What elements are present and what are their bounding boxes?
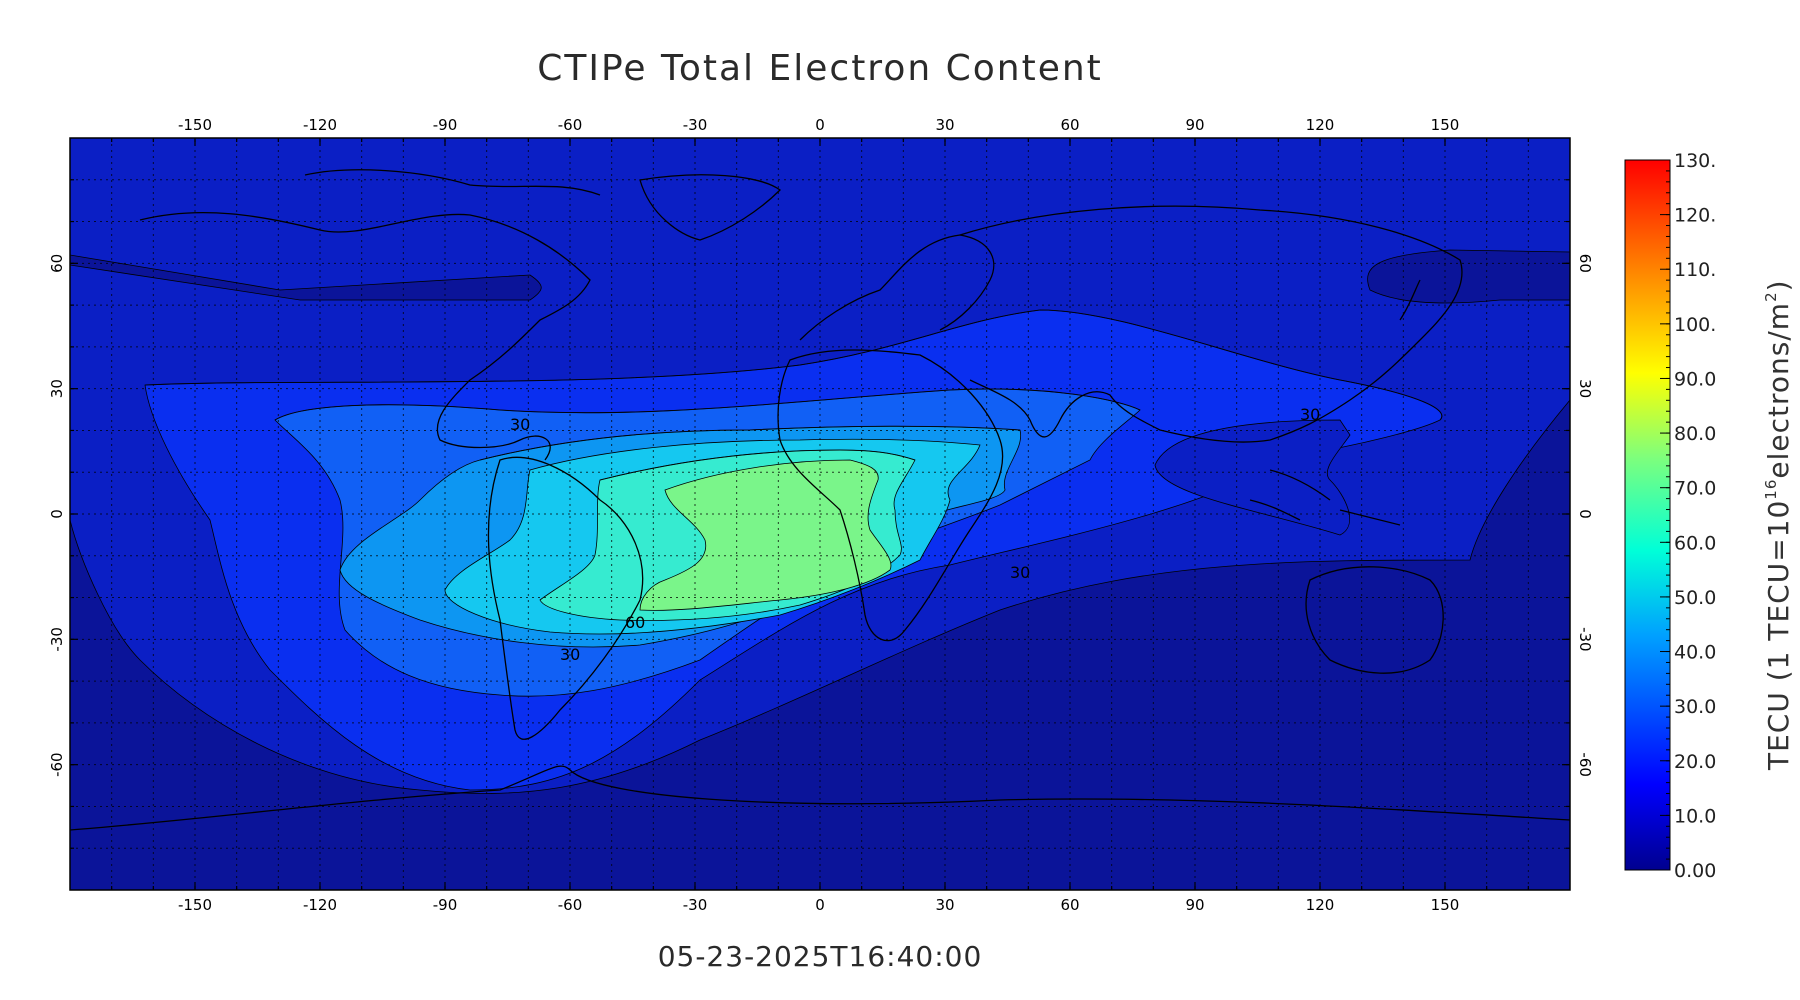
colorbar-tick-label: 50.0 — [1674, 587, 1716, 609]
lon-tick-label-bottom: -120 — [303, 896, 337, 914]
coastlines — [70, 169, 1570, 831]
lat-tick-label-right: 0 — [1576, 509, 1594, 519]
timestamp: 05-23-2025T16:40:00 — [657, 940, 983, 973]
lat-tick-label-left: -60 — [48, 752, 66, 777]
lat-tick-label-right: 30 — [1576, 379, 1594, 398]
colorbar-tick-label: 70.0 — [1674, 478, 1716, 500]
lat-tick-label-left: -30 — [48, 627, 66, 652]
lon-tick-label-bottom: 30 — [935, 896, 954, 914]
colorbar-tick-label: 20.0 — [1674, 751, 1716, 773]
colorbar-tick-label: 40.0 — [1674, 642, 1716, 664]
lon-tick-label-bottom: 150 — [1431, 896, 1460, 914]
contour-label-30-carib: 30 — [510, 415, 530, 434]
lon-tick-label-bottom: 90 — [1185, 896, 1204, 914]
contour-label-30-af: 30 — [1010, 563, 1030, 582]
lon-tick-label-bottom: 60 — [1060, 896, 1079, 914]
axis-ticks — [70, 138, 1570, 890]
colorbar-tick-label: 120. — [1674, 205, 1716, 227]
lon-tick-label-bottom: -90 — [433, 896, 458, 914]
colorbar-tick-label: 80.0 — [1674, 423, 1716, 445]
axis-tick-labels: -150 -150 -120 -120 -90 -90 -60 -60 -30 -30 0 0 30 30… — [48, 116, 1594, 914]
lon-tick-label-top: -150 — [178, 116, 212, 134]
lon-tick-label-bottom: -60 — [558, 896, 583, 914]
lon-tick-label-top: -120 — [303, 116, 337, 134]
colorbar-tick-label: 100. — [1674, 314, 1716, 336]
lat-tick-label-left: 0 — [48, 509, 66, 519]
lon-tick-label-top: -30 — [683, 116, 708, 134]
graticule — [70, 138, 1570, 890]
colorbar-tick-label: 30.0 — [1674, 696, 1716, 718]
colorbar-tick-labels: 130. 120. 110. 100. 90.0 80.0 70.0 60.0 50.0 40.0… — [1674, 150, 1716, 882]
lon-tick-label-top: 0 — [815, 116, 825, 134]
map-plot-area: 60 30 30 30 30 — [70, 138, 1570, 890]
colorbar-tick-label: 110. — [1674, 259, 1716, 281]
lon-tick-label-bottom: 120 — [1306, 896, 1335, 914]
contour-label-30-sa: 30 — [560, 645, 580, 664]
lon-tick-label-bottom: -150 — [178, 896, 212, 914]
colorbar-tick-label: 10.0 — [1674, 805, 1716, 827]
colorbar-tick-label: 60.0 — [1674, 532, 1716, 554]
colorbar-tick-label: 130. — [1674, 150, 1716, 172]
colorbar-tick-label: 90.0 — [1674, 368, 1716, 390]
colorbar-tick-label: 0.00 — [1674, 860, 1716, 882]
contour-label-30-asia: 30 — [1300, 405, 1320, 424]
tec-patch-ne — [1367, 249, 1570, 304]
colorbar: 130. 120. 110. 100. 90.0 80.0 70.0 60.0 50.0 40.0… — [1624, 150, 1795, 882]
lat-tick-label-right: -60 — [1576, 752, 1594, 777]
lon-tick-label-top: 120 — [1306, 116, 1335, 134]
chart-title: CTIPe Total Electron Content — [537, 48, 1103, 89]
colorbar-ticks — [1660, 159, 1670, 871]
lat-tick-label-left: 30 — [48, 379, 66, 398]
lat-tick-label-left: 60 — [48, 254, 66, 273]
lon-tick-label-top: 60 — [1060, 116, 1079, 134]
tec-patch-nw — [70, 254, 542, 301]
lon-tick-label-top: 90 — [1185, 116, 1204, 134]
lon-tick-label-bottom: 0 — [815, 896, 825, 914]
lat-tick-label-right: 60 — [1576, 254, 1594, 273]
contour-label-60: 60 — [625, 613, 645, 632]
colorbar-label: TECU (1 TECU=1016electrons/m2) — [1762, 279, 1795, 771]
colorbar-gradient — [1624, 159, 1671, 871]
lon-tick-label-top: -90 — [433, 116, 458, 134]
lon-tick-label-top: 30 — [935, 116, 954, 134]
lon-tick-label-bottom: -30 — [683, 896, 708, 914]
tec-contour-70 — [639, 459, 892, 611]
lon-tick-label-top: -60 — [558, 116, 583, 134]
tec-tongue-asia — [1154, 419, 1351, 536]
lat-tick-label-right: -30 — [1576, 627, 1594, 652]
lon-tick-label-top: 150 — [1431, 116, 1460, 134]
